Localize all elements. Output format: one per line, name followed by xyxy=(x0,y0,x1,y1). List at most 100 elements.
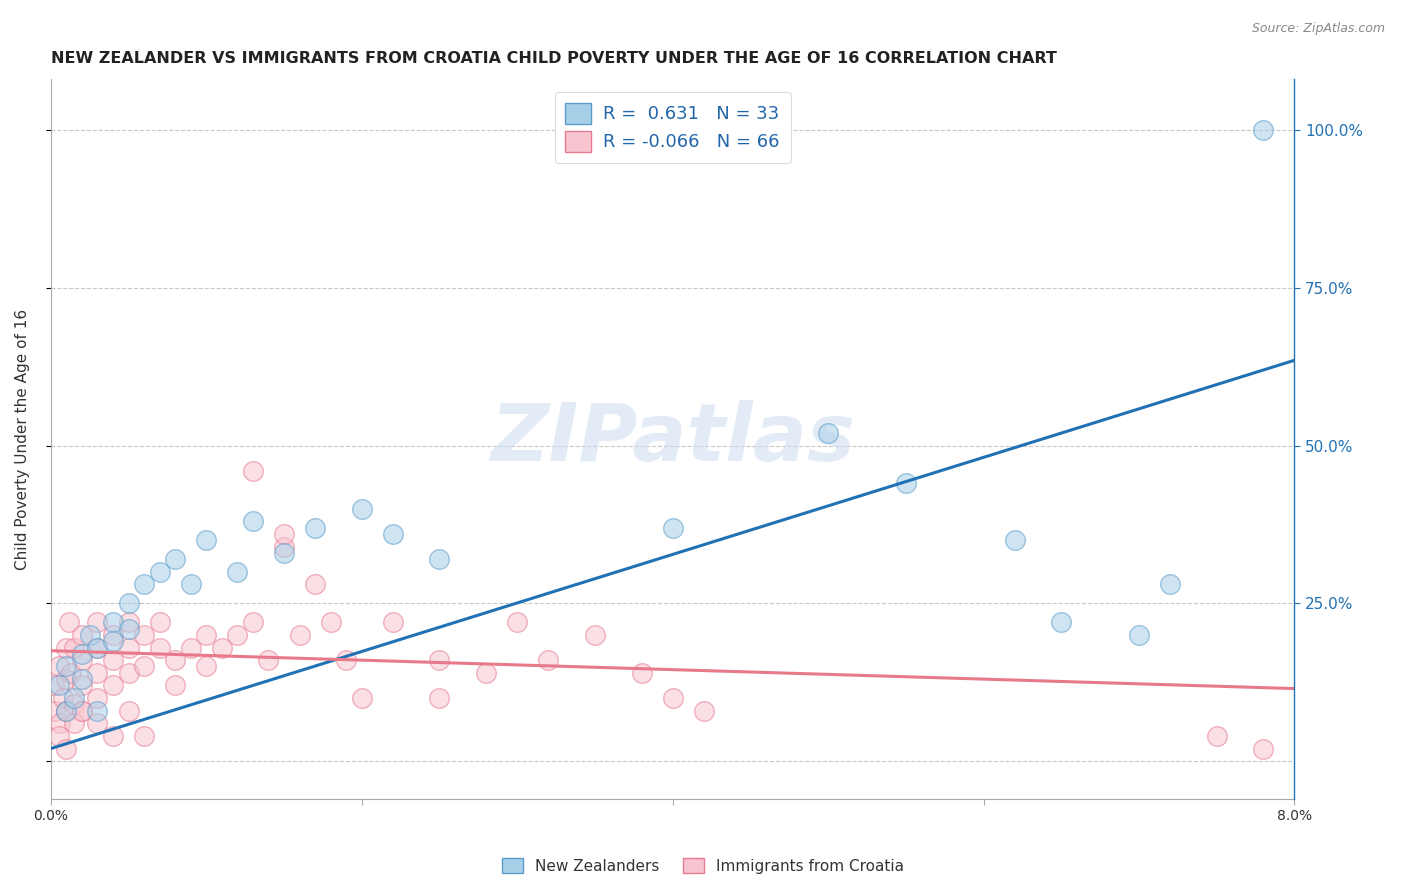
Point xyxy=(661,691,683,706)
Point xyxy=(165,678,187,692)
Point xyxy=(86,691,108,706)
Point xyxy=(381,527,404,541)
Point xyxy=(101,628,124,642)
Point xyxy=(630,665,652,680)
Point xyxy=(288,628,311,642)
Point xyxy=(226,565,249,579)
Point xyxy=(63,691,86,706)
Point xyxy=(195,533,218,548)
Point xyxy=(52,691,75,706)
Point xyxy=(583,628,606,642)
Point xyxy=(132,628,155,642)
Point xyxy=(101,634,124,648)
Point xyxy=(149,565,172,579)
Point xyxy=(48,659,70,673)
Point xyxy=(63,698,86,712)
Point xyxy=(55,704,77,718)
Text: NEW ZEALANDER VS IMMIGRANTS FROM CROATIA CHILD POVERTY UNDER THE AGE OF 16 CORRE: NEW ZEALANDER VS IMMIGRANTS FROM CROATIA… xyxy=(51,51,1057,66)
Point xyxy=(70,678,93,692)
Point xyxy=(693,704,716,718)
Point xyxy=(132,659,155,673)
Point xyxy=(86,640,108,655)
Point xyxy=(304,577,326,591)
Text: Source: ZipAtlas.com: Source: ZipAtlas.com xyxy=(1251,22,1385,36)
Point xyxy=(63,640,86,655)
Point xyxy=(273,546,295,560)
Point xyxy=(1050,615,1073,630)
Point xyxy=(117,665,139,680)
Point xyxy=(70,653,93,667)
Point xyxy=(70,628,93,642)
Point xyxy=(429,691,451,706)
Point xyxy=(117,615,139,630)
Point xyxy=(273,540,295,554)
Point xyxy=(273,527,295,541)
Point xyxy=(63,716,86,731)
Y-axis label: Child Poverty Under the Age of 16: Child Poverty Under the Age of 16 xyxy=(15,309,30,570)
Point xyxy=(44,704,66,718)
Point xyxy=(165,653,187,667)
Point xyxy=(429,653,451,667)
Point xyxy=(70,647,93,661)
Point xyxy=(195,628,218,642)
Point xyxy=(195,659,218,673)
Point xyxy=(242,464,264,478)
Point xyxy=(1159,577,1181,591)
Point xyxy=(506,615,529,630)
Point xyxy=(242,615,264,630)
Point xyxy=(55,659,77,673)
Point xyxy=(86,716,108,731)
Point xyxy=(49,716,72,731)
Point xyxy=(86,615,108,630)
Point xyxy=(1253,123,1275,137)
Point xyxy=(117,622,139,636)
Point xyxy=(55,741,77,756)
Point xyxy=(55,640,77,655)
Point xyxy=(661,520,683,534)
Point xyxy=(101,729,124,743)
Point xyxy=(381,615,404,630)
Point xyxy=(101,615,124,630)
Legend: R =  0.631   N = 33, R = -0.066   N = 66: R = 0.631 N = 33, R = -0.066 N = 66 xyxy=(554,92,790,162)
Point xyxy=(60,665,83,680)
Point xyxy=(1205,729,1227,743)
Point xyxy=(55,672,77,686)
Point xyxy=(117,704,139,718)
Point xyxy=(165,552,187,566)
Text: ZIPatlas: ZIPatlas xyxy=(491,401,855,478)
Point xyxy=(79,628,101,642)
Point xyxy=(70,672,93,686)
Point xyxy=(350,691,373,706)
Point xyxy=(132,577,155,591)
Point xyxy=(149,640,172,655)
Point xyxy=(537,653,560,667)
Point xyxy=(1253,741,1275,756)
Point xyxy=(1128,628,1150,642)
Point xyxy=(257,653,280,667)
Point xyxy=(117,596,139,610)
Point xyxy=(817,425,839,440)
Legend: New Zealanders, Immigrants from Croatia: New Zealanders, Immigrants from Croatia xyxy=(496,852,910,880)
Point xyxy=(894,476,917,491)
Point xyxy=(429,552,451,566)
Point xyxy=(304,520,326,534)
Point xyxy=(58,615,80,630)
Point xyxy=(132,729,155,743)
Point xyxy=(475,665,498,680)
Point xyxy=(117,640,139,655)
Point xyxy=(335,653,357,667)
Point xyxy=(48,678,70,692)
Point xyxy=(1004,533,1026,548)
Point xyxy=(86,704,108,718)
Point xyxy=(350,501,373,516)
Point xyxy=(180,640,202,655)
Point xyxy=(48,729,70,743)
Point xyxy=(101,678,124,692)
Point xyxy=(242,514,264,528)
Point xyxy=(226,628,249,642)
Point xyxy=(70,704,93,718)
Point xyxy=(42,678,65,692)
Point xyxy=(149,615,172,630)
Point xyxy=(319,615,342,630)
Point xyxy=(86,640,108,655)
